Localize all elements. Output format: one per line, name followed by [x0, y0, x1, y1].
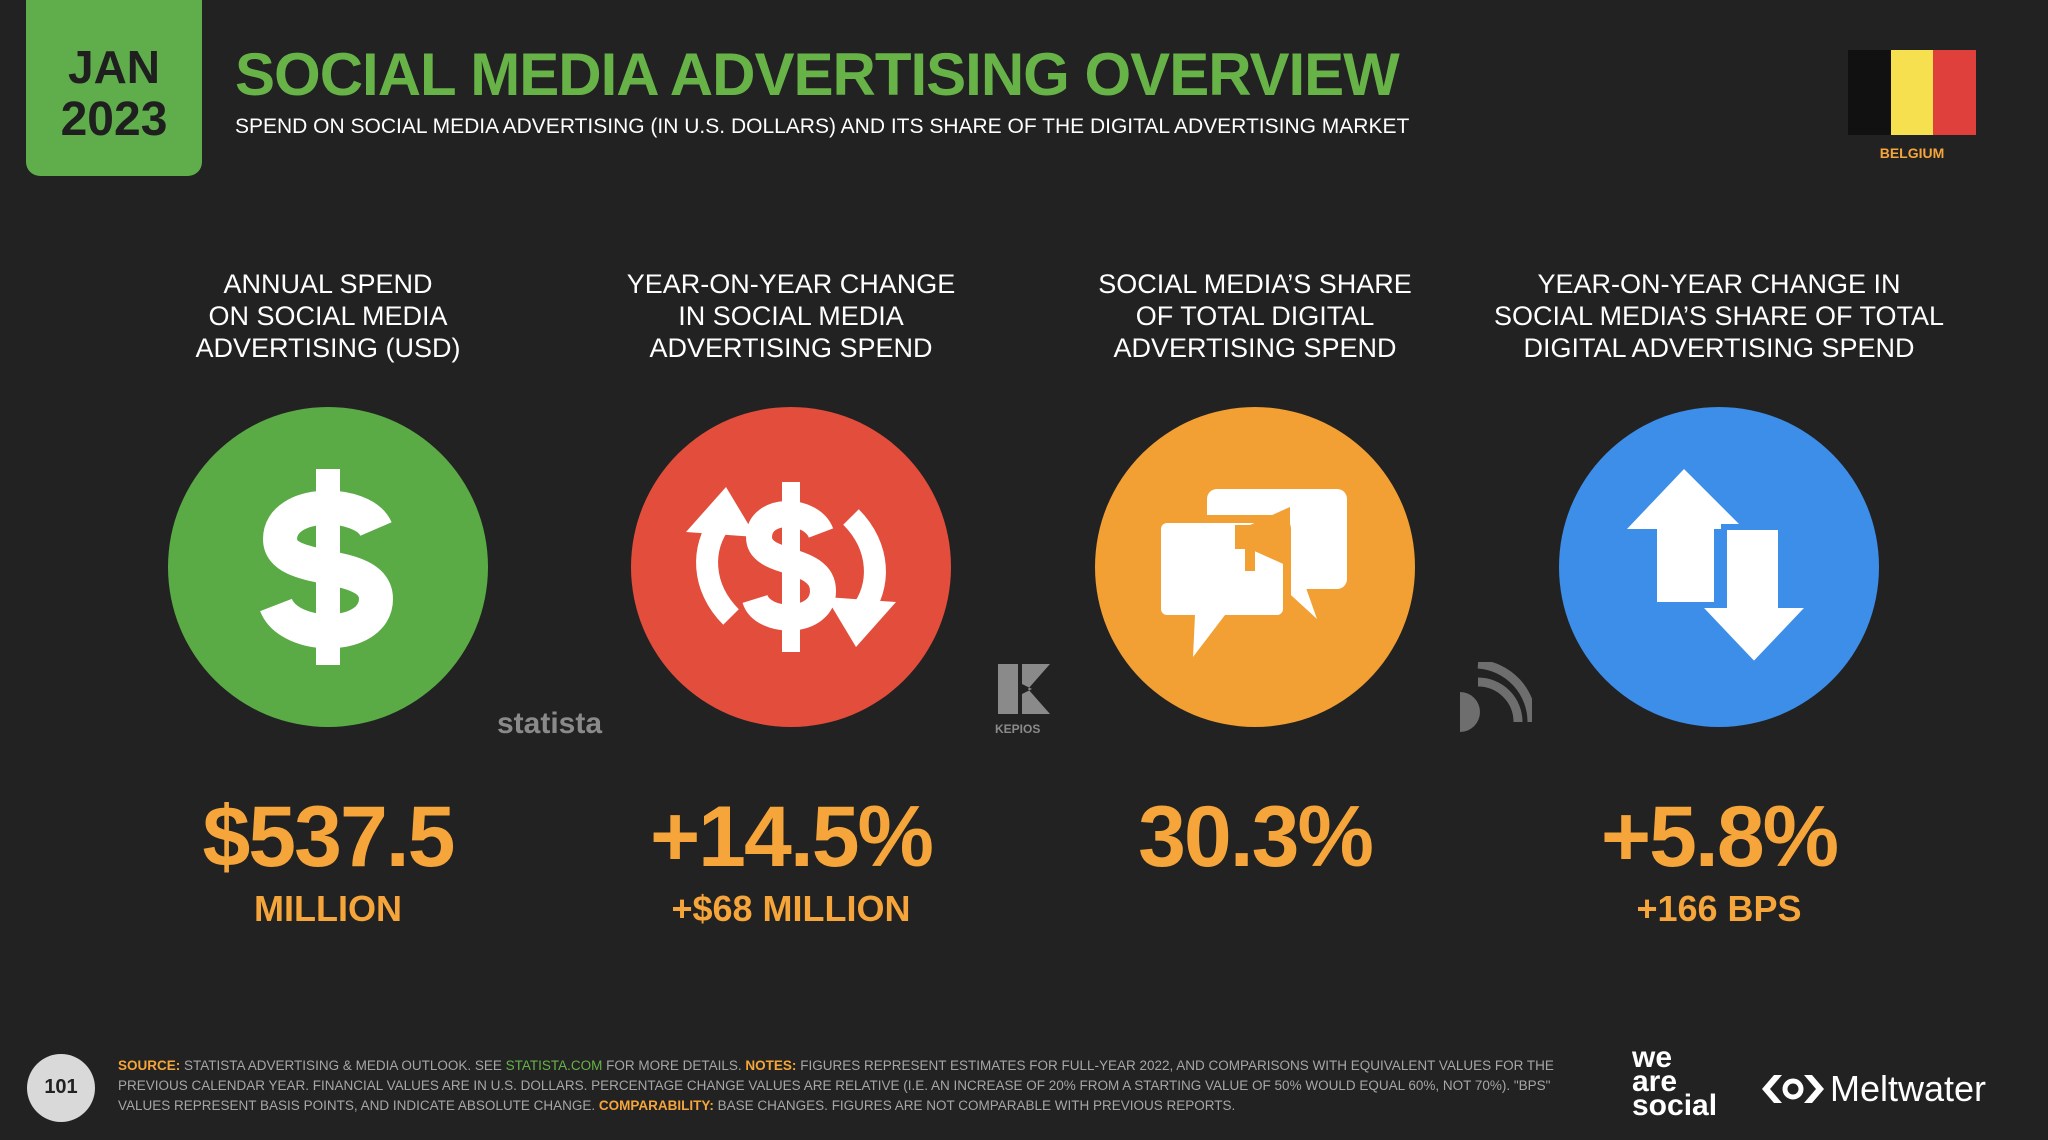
stat-label: ADVERTISING SPEND — [649, 333, 933, 363]
footnote-link: STATISTA.COM — [505, 1058, 603, 1073]
footnote-key: NOTES: — [745, 1058, 797, 1073]
stat-value: +14.5% — [649, 789, 934, 885]
meltwater-logo: Meltwater — [1830, 1068, 1987, 1109]
stat-card: YEAR-ON-YEAR CHANGE IN SOCIAL MEDIA ADVE… — [559, 268, 1023, 929]
stat-label: SOCIAL MEDIA’S SHARE OF TOTAL — [1493, 301, 1945, 331]
stat-label: OF TOTAL DIGITAL — [1135, 301, 1375, 331]
page-badge — [27, 1054, 95, 1122]
datareportal-mark — [1460, 662, 1532, 732]
statista-logo: statista — [497, 707, 603, 740]
stat-label: IN SOCIAL MEDIA — [678, 301, 904, 331]
flag — [1848, 50, 1976, 135]
stat-card: ANNUAL SPEND ON SOCIAL MEDIA ADVERTISING… — [96, 268, 560, 929]
flag-yellow — [1891, 50, 1933, 135]
page-number: 101 — [44, 1076, 78, 1098]
footnote-text: FIGURES REPRESENT ESTIMATES FOR FULL-YEA… — [118, 1058, 1554, 1113]
date-tab: JAN 2023 — [26, 0, 202, 176]
wearesocial-logo: we are social — [1632, 1041, 1718, 1122]
stat-card: YEAR-ON-YEAR CHANGE IN SOCIAL MEDIA’S SH… — [1487, 268, 1951, 929]
footnote-text: FOR MORE DETAILS. — [606, 1058, 742, 1073]
country: BELGIUM — [1879, 145, 1945, 161]
flag-black — [1848, 50, 1891, 135]
logo-line: social — [1632, 1089, 1718, 1122]
dollar-icon — [168, 407, 488, 727]
stat-card: SOCIAL MEDIA’S SHARE OF TOTAL DIGITAL AD… — [1023, 268, 1487, 885]
stat-label: ADVERTISING (USD) — [195, 333, 461, 363]
stat-value: +5.8% — [1600, 789, 1839, 885]
subtitle: SPEND ON SOCIAL MEDIA ADVERTISING (IN U.… — [235, 115, 1410, 138]
footnote-text: STATISTA ADVERTISING & MEDIA OUTLOOK. SE… — [184, 1058, 502, 1073]
change-icon — [631, 407, 951, 727]
footnote-key: SOURCE: — [118, 1058, 181, 1073]
stat-label: SOCIAL MEDIA’S SHARE — [1098, 269, 1412, 299]
stat-label: YEAR-ON-YEAR CHANGE IN — [1537, 269, 1901, 299]
flag-red — [1933, 50, 1976, 135]
kepios-mark — [998, 664, 1050, 714]
stat-label: ADVERTISING SPEND — [1113, 333, 1397, 363]
arrows-icon — [1559, 407, 1879, 727]
logo-line: are — [1632, 1065, 1678, 1098]
stat-label: DIGITAL ADVERTISING SPEND — [1523, 333, 1915, 363]
footnote: SOURCE: STATISTA ADVERTISING & MEDIA OUT… — [118, 1056, 1588, 1116]
footnote-key: COMPARABILITY: — [598, 1098, 714, 1113]
footnote-text: BASE CHANGES. FIGURES ARE NOT COMPARABLE… — [717, 1098, 1236, 1113]
stat-value: $537.5 — [202, 789, 455, 885]
stat-subvalue: +$68 MILLION — [671, 888, 911, 929]
stat-label: YEAR-ON-YEAR CHANGE — [626, 269, 956, 299]
kepios-logo: KEPIOS — [995, 722, 1041, 736]
speech-icon — [1095, 407, 1415, 727]
date-month: JAN — [67, 41, 161, 93]
stat-label: ANNUAL SPEND — [223, 269, 433, 299]
stat-subvalue: MILLION — [254, 888, 402, 929]
logo-line: we — [1632, 1041, 1673, 1074]
title: SOCIAL MEDIA ADVERTISING OVERVIEW — [235, 41, 1400, 108]
stat-value: 30.3% — [1138, 789, 1374, 885]
date-year: 2023 — [60, 93, 168, 146]
stat-label: ON SOCIAL MEDIA — [208, 301, 448, 331]
stat-subvalue: +166 BPS — [1636, 888, 1802, 929]
meltwater-mark — [1762, 1075, 1824, 1103]
